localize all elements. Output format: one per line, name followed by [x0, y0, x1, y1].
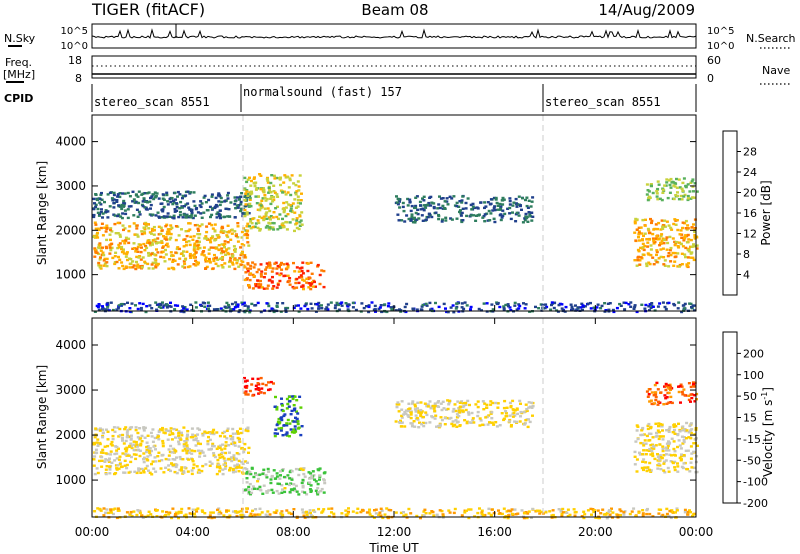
freq-frame — [91, 55, 697, 79]
velocity-colorbar-tick-label: -200 — [743, 497, 768, 510]
x-tick-label: 08:00 — [276, 525, 311, 539]
x-axis-label: Time UT — [368, 541, 419, 554]
power-colorbar-tick-label: 12 — [743, 228, 757, 241]
velocity-yticks: 4000 3000 2000 1000 — [55, 338, 696, 487]
power-colorbar-label: Power [dB] — [759, 180, 773, 245]
velocity-ytick-label: 4000 — [55, 338, 86, 352]
power-region-4 — [394, 194, 535, 224]
cpid-label: CPID — [4, 92, 33, 105]
freq-label-line2: [MHz] — [3, 68, 35, 81]
cpid-panel: CPID stereo_scan 8551 normalsound (fast)… — [4, 84, 697, 112]
freq-right-tick-top: 60 — [707, 54, 721, 67]
power-ytick-label: 2000 — [55, 223, 86, 237]
power-colorbar-tick-label: 4 — [743, 269, 750, 282]
freq-left-tick-bottom: 8 — [75, 72, 82, 85]
vel-region-3 — [273, 395, 304, 438]
vel-region-7 — [93, 507, 696, 520]
cpid-segment-1: stereo_scan 8551 — [94, 95, 210, 109]
velocity-ytick-label: 3000 — [55, 383, 86, 397]
velocity-ytick-label: 1000 — [55, 473, 86, 487]
vel-region-1 — [243, 466, 327, 496]
power-colorbar-tick-label: 28 — [743, 146, 757, 159]
vel-region-6 — [645, 381, 699, 406]
power-ylabel: Slant Range [km] — [35, 161, 49, 265]
power-region-6 — [645, 177, 699, 202]
nsky-trace-line — [91, 28, 697, 44]
nsearch-label: N.Search — [746, 32, 796, 45]
date-title: 14/Aug/2009 — [598, 1, 695, 19]
freq-panel: Freq. [MHz] 18 8 60 0 Nave — [3, 54, 790, 85]
power-panel: Slant Range [km] 4000 3000 2000 1000 28 24 20… — [35, 114, 773, 314]
power-colorbar: 28 24 20 16 12 8 4 — [722, 130, 757, 296]
velocity-colorbar-tick-label: -50 — [743, 454, 761, 467]
x-tick-label: 12:00 — [377, 525, 412, 539]
velocity-colorbar-tick-label: 200 — [743, 347, 764, 360]
nsky-trace — [91, 24, 697, 44]
freq-label-line1: Freq. — [5, 56, 32, 69]
nsky-left-tick-top: 10^5 — [61, 26, 88, 37]
power-colorbar-tick-label: 24 — [743, 166, 757, 179]
power-yticks: 4000 3000 2000 1000 — [55, 135, 696, 282]
velocity-colorbar-frame — [722, 331, 738, 504]
power-frame — [91, 114, 697, 312]
x-axis-ticks: 00:00 04:00 08:00 12:00 16:00 20:00 00:00 — [75, 305, 714, 539]
power-ytick-label: 1000 — [55, 268, 86, 282]
velocity-heatmap — [92, 376, 699, 520]
velocity-colorbar-tick-label: 50 — [743, 390, 757, 403]
x-tick-label: 20:00 — [578, 525, 613, 539]
vel-region-5 — [633, 421, 699, 474]
nsky-left-tick-bottom: 10^0 — [61, 41, 88, 52]
power-region-2 — [243, 261, 326, 291]
velocity-frame — [91, 317, 697, 518]
power-region-3 — [243, 173, 304, 233]
velocity-colorbar-tick-label: -100 — [743, 476, 768, 489]
power-region-5 — [633, 217, 699, 269]
velocity-ytick-label: 2000 — [55, 428, 86, 442]
power-ytick-label: 3000 — [55, 179, 86, 193]
cpid-segment-3: stereo_scan 8551 — [545, 95, 661, 109]
power-region-0 — [92, 221, 251, 271]
nsky-panel: N.Sky 10^5 10^0 10^5 10^0 N.Search — [4, 23, 796, 52]
power-heatmap — [92, 173, 699, 314]
cpid-segment-2: normalsound (fast) 157 — [243, 85, 402, 99]
velocity-colorbar-tick-label: -15 — [743, 433, 761, 446]
x-tick-label: 00:00 — [679, 525, 714, 539]
nsky-label: N.Sky — [4, 32, 36, 45]
vel-region-0 — [92, 426, 251, 476]
power-colorbar-tick-label: 20 — [743, 187, 757, 200]
radar-title: TIGER (fitACF) — [91, 0, 205, 19]
power-region-1 — [92, 190, 251, 220]
freq-left-tick-top: 18 — [68, 54, 82, 67]
beam-title: Beam 08 — [361, 1, 428, 19]
nsky-right-tick-top: 10^5 — [707, 26, 734, 37]
vel-region-4 — [394, 399, 535, 429]
velocity-colorbar: 200 100 50 15 -15 -50 -100 -200 — [722, 331, 768, 510]
x-tick-label: 04:00 — [175, 525, 210, 539]
velocity-colorbar-tick-label: 15 — [743, 412, 757, 425]
vel-region-2 — [243, 376, 275, 397]
velocity-colorbar-tick-label: 100 — [743, 369, 764, 382]
nsky-right-tick-bottom: 10^0 — [707, 41, 734, 52]
freq-right-tick-bottom: 0 — [707, 72, 714, 85]
nave-label: Nave — [762, 64, 790, 77]
velocity-colorbar-label: Velocity [m s-1] — [760, 387, 775, 477]
x-tick-label: 16:00 — [477, 525, 512, 539]
velocity-ylabel: Slant Range [km] — [35, 365, 49, 469]
power-ytick-label: 4000 — [55, 135, 86, 149]
power-region-7 — [93, 301, 696, 314]
velocity-panel: Slant Range [km] 4000 3000 2000 1000 200 100… — [35, 317, 775, 520]
power-colorbar-tick-label: 8 — [743, 248, 750, 261]
power-colorbar-tick-label: 16 — [743, 207, 757, 220]
x-tick-label: 00:00 — [75, 525, 110, 539]
power-colorbar-frame — [722, 130, 738, 296]
